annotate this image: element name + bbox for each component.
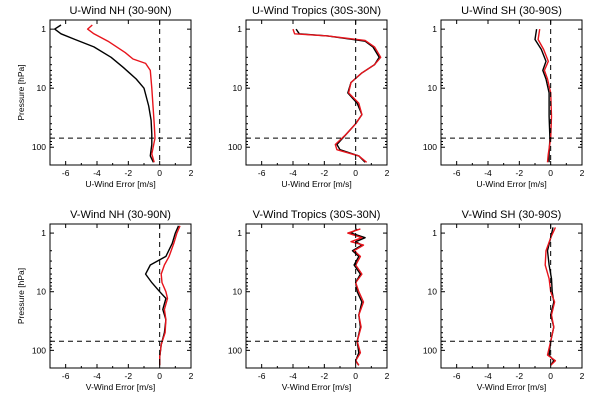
x-tick-label: 2 (189, 371, 194, 381)
x-axis-label: U-Wind Error [m/s] (476, 179, 546, 189)
x-tick-label: 0 (353, 371, 358, 381)
series-line-red (158, 225, 181, 366)
x-tick-label: -6 (453, 168, 461, 178)
x-tick-label: -4 (484, 168, 492, 178)
x-tick-label: -6 (258, 371, 266, 381)
plot-frame (49, 223, 192, 369)
plot-frame (440, 19, 583, 166)
x-tick-label: -6 (453, 371, 461, 381)
x-tick-label: -2 (516, 168, 524, 178)
x-tick-label: 0 (157, 168, 162, 178)
series-line-black (534, 28, 551, 163)
chart-panel: -6 -4 -2 0 2 1 10 100 V-Wind SH (30-90S) V-Wind E… (423, 209, 585, 392)
x-axis-label: U-Wind Error [m/s] (281, 179, 351, 189)
y-tick-label: 10 (233, 83, 243, 93)
plot-frame (49, 19, 192, 166)
x-tick-label: -2 (125, 371, 133, 381)
y-tick-label: 1 (432, 24, 437, 34)
x-tick-label: -2 (516, 371, 524, 381)
panel-title: U-Wind Tropics (30S-30N) (252, 5, 381, 17)
y-tick-label: 100 (423, 142, 437, 152)
y-tick-label: 10 (233, 287, 243, 297)
chart-panel: -6 -4 -2 0 2 1 10 100 U-Wind SH (30-90S) U-Wind E… (423, 5, 585, 189)
chart-panel: -6 -4 -2 0 2 1 10 100 U-Wind Tropics (30S-30N) U-… (228, 5, 390, 189)
plot-frame (245, 19, 388, 166)
x-tick-label: -4 (93, 168, 101, 178)
x-tick-label: -6 (62, 371, 70, 381)
y-tick-label: 10 (428, 83, 438, 93)
chart-panel: -6 -4 -2 0 2 1 10 100 V-Wind NH (30-90N) V-Wind E… (16, 209, 194, 392)
y-tick-label: 10 (37, 83, 47, 93)
series-line-red (86, 24, 156, 163)
x-tick-label: 0 (353, 168, 358, 178)
panel-title: V-Wind NH (30-90N) (70, 209, 171, 221)
x-tick-label: -6 (62, 168, 70, 178)
x-tick-label: 2 (580, 168, 585, 178)
y-tick-label: 100 (423, 345, 437, 355)
plot-frame (440, 223, 583, 369)
x-tick-label: -2 (321, 168, 329, 178)
series-line-red (537, 28, 553, 163)
x-tick-label: -4 (289, 371, 297, 381)
chart-panel: -6 -4 -2 0 2 1 10 100 V-Wind Tropics (30S-30N) V-… (228, 209, 390, 392)
y-tick-label: 10 (428, 287, 438, 297)
series-line-red (347, 228, 365, 366)
x-tick-label: -2 (125, 168, 133, 178)
x-tick-label: 2 (189, 168, 194, 178)
x-tick-label: 2 (385, 371, 390, 381)
x-tick-label: 2 (580, 371, 585, 381)
chart-panel: -6 -4 -2 0 2 1 10 100 U-Wind NH (30-90N) U-Wind E… (16, 5, 194, 189)
panel-title: U-Wind SH (30-90S) (461, 5, 562, 17)
y-tick-label: 1 (41, 24, 46, 34)
x-axis-label: U-Wind Error [m/s] (85, 179, 155, 189)
x-axis-label: V-Wind Error [m/s] (86, 382, 155, 392)
x-tick-label: 0 (548, 168, 553, 178)
y-axis-label: Pressure [hPa] (16, 268, 26, 324)
x-tick-label: 2 (385, 168, 390, 178)
y-tick-label: 1 (432, 228, 437, 238)
series-line-red (292, 28, 382, 163)
y-tick-label: 100 (228, 345, 242, 355)
series-line-black (54, 24, 155, 163)
series-line-black (144, 225, 180, 366)
plot-frame (245, 223, 388, 369)
y-tick-label: 1 (237, 24, 242, 34)
x-axis-label: V-Wind Error [m/s] (477, 382, 546, 392)
y-tick-label: 100 (32, 345, 46, 355)
panel-title: V-Wind Tropics (30S-30N) (253, 209, 381, 221)
y-tick-label: 1 (237, 228, 242, 238)
x-tick-label: -2 (321, 371, 329, 381)
y-tick-label: 100 (228, 142, 242, 152)
series-line-black (546, 227, 555, 366)
x-tick-label: -6 (258, 168, 266, 178)
x-tick-label: 0 (548, 371, 553, 381)
x-tick-label: -4 (93, 371, 101, 381)
panel-title: V-Wind SH (30-90S) (462, 209, 562, 221)
y-tick-label: 100 (32, 142, 46, 152)
y-axis-label: Pressure [hPa] (16, 64, 26, 120)
y-tick-label: 10 (37, 287, 47, 297)
panel-title: U-Wind NH (30-90N) (69, 5, 171, 17)
x-tick-label: -4 (289, 168, 297, 178)
x-tick-label: 0 (157, 371, 162, 381)
x-tick-label: -4 (484, 371, 492, 381)
y-tick-label: 1 (41, 228, 46, 238)
series-line-red (544, 227, 557, 366)
x-axis-label: V-Wind Error [m/s] (282, 382, 351, 392)
